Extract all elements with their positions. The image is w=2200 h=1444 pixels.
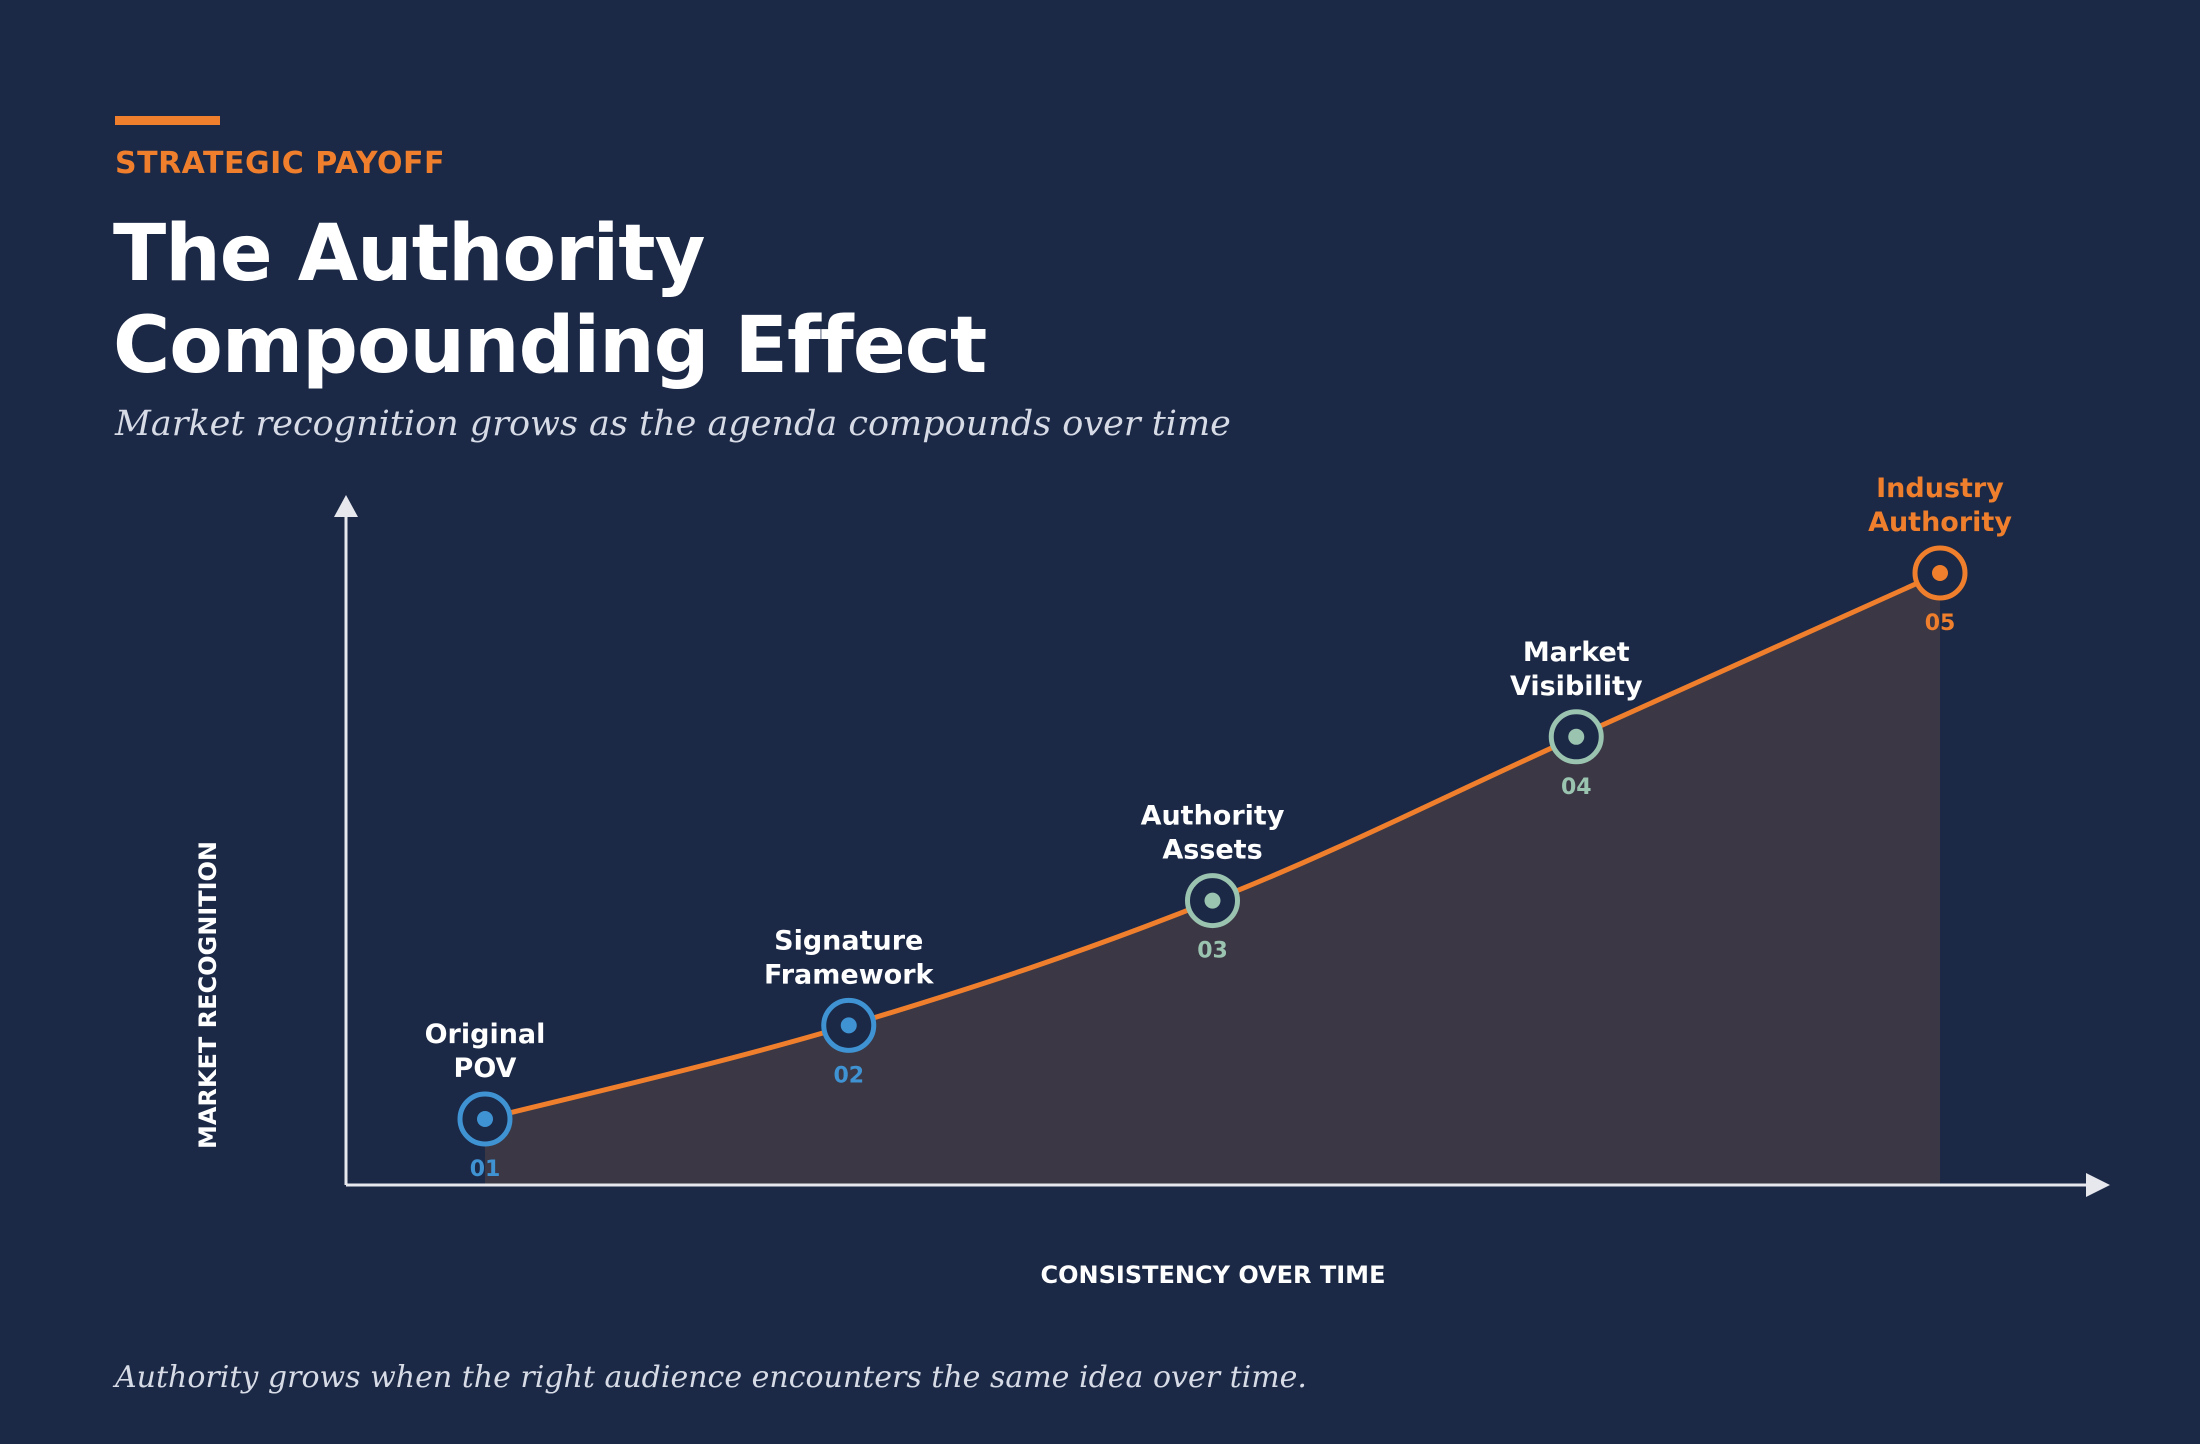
milestone-label-01-line-1: Original (425, 1019, 546, 1050)
page-title: The Authority Compounding Effect (113, 208, 987, 392)
milestone-label-02-line-2: Framework (764, 959, 935, 990)
y-axis-arrow-icon (334, 495, 358, 517)
milestone-dot-03 (1204, 892, 1221, 909)
milestone-label-05-line-2: Authority (1868, 507, 2012, 538)
milestone-label-01-line-2: POV (454, 1053, 517, 1084)
milestone-number-04: 04 (1561, 775, 1592, 800)
eyebrow-label: STRATEGIC PAYOFF (115, 146, 445, 181)
milestone-number-02: 02 (833, 1063, 864, 1088)
milestone-dot-04 (1568, 728, 1585, 745)
page-subtitle: Market recognition grows as the agenda c… (115, 404, 1231, 444)
milestone-label-04-line-2: Visibility (1510, 671, 1643, 702)
milestone-label-02-line-1: Signature (774, 925, 923, 956)
y-axis-label: MARKET RECOGNITION (194, 841, 222, 1149)
milestone-label-03-line-2: Assets (1162, 835, 1262, 866)
milestone-dot-01 (477, 1111, 493, 1127)
milestone-label-03-line-1: Authority (1141, 801, 1285, 832)
milestone-dot-02 (840, 1017, 857, 1034)
x-axis-arrow-icon (2086, 1173, 2110, 1197)
milestone-dot-05 (1932, 565, 1948, 581)
footnote: Authority grows when the right audience … (115, 1360, 1307, 1395)
milestone-number-01: 01 (470, 1157, 501, 1182)
milestone-number-03: 03 (1197, 939, 1228, 964)
accent-bar (115, 116, 220, 125)
milestone-label-04-line-1: Market (1523, 637, 1630, 668)
page-title-line-2: Compounding Effect (113, 301, 987, 391)
x-axis-label: CONSISTENCY OVER TIME (1041, 1261, 1386, 1289)
page-title-line-1: The Authority (113, 209, 705, 299)
milestone-number-05: 05 (1925, 611, 1956, 636)
milestone-label-05-line-1: Industry (1876, 473, 2004, 504)
